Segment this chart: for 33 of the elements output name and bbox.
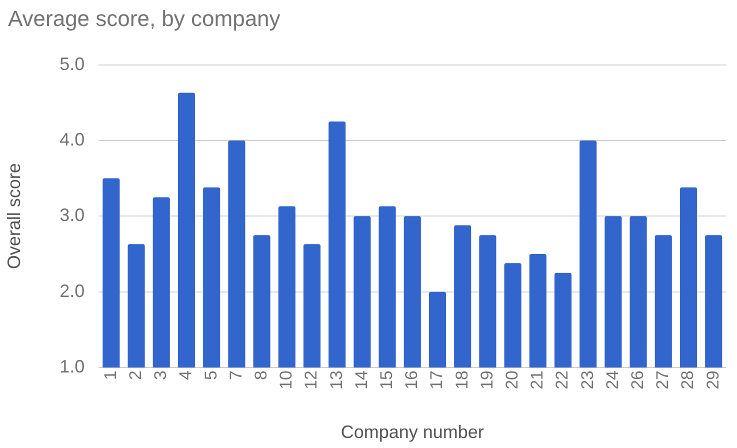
x-tick-label: 28 [678, 370, 698, 390]
x-tick-label: 15 [376, 370, 396, 390]
chart-title: Average score, by company [8, 6, 280, 32]
y-tick-label: 3.0 [60, 205, 85, 226]
x-tick-label: 16 [402, 370, 422, 390]
x-tick-label: 24 [602, 370, 622, 390]
x-tick-label: 2 [126, 370, 145, 380]
y-tick-label: 1.0 [60, 356, 85, 376]
x-tick-label: 7 [226, 370, 246, 380]
x-tick-label: 8 [251, 370, 270, 380]
x-tick-label: 26 [628, 370, 647, 390]
y-axis-title: Overall score [4, 163, 24, 270]
x-tick-label: 5 [201, 370, 220, 380]
x-tick-label: 1 [100, 370, 120, 380]
x-tick-label: 22 [552, 370, 572, 390]
x-tick-label: 17 [427, 370, 446, 390]
x-tick-label: 21 [528, 370, 547, 390]
x-tick-label: 23 [578, 370, 597, 390]
x-axis-title: Company number [340, 422, 484, 442]
x-tick-label: 18 [452, 370, 472, 390]
x-tick-label: 10 [276, 370, 296, 390]
y-tick-label: 5.0 [60, 54, 85, 74]
x-tick-label: 3 [151, 370, 170, 380]
y-tick-label: 4.0 [60, 129, 85, 150]
x-tick-label: 20 [502, 370, 522, 390]
x-tick-label: 27 [653, 370, 672, 390]
x-tick-label: 13 [326, 370, 346, 390]
x-tick-label: 29 [703, 370, 722, 390]
x-tick-label: 19 [477, 370, 496, 390]
x-tick-label: 12 [302, 370, 321, 390]
x-tick-label: 4 [176, 370, 196, 380]
y-tick-label: 2.0 [60, 280, 85, 301]
x-tick-label: 14 [352, 370, 371, 390]
